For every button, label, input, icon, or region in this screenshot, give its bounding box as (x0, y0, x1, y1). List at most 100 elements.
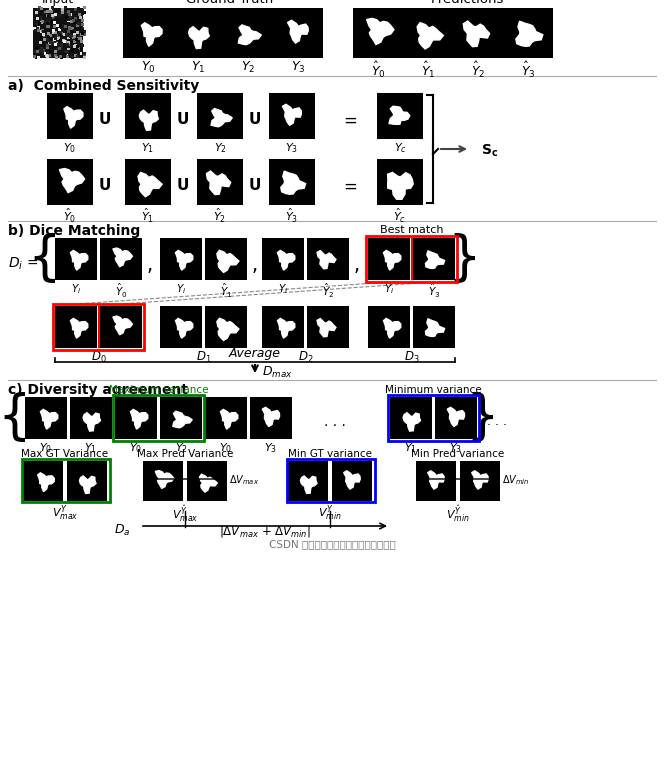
Bar (42, 33, 46, 36)
Bar (125, 159, 171, 205)
Text: $\hat{Y}_3$: $\hat{Y}_3$ (428, 282, 440, 300)
Text: $D_i$ =: $D_i$ = (8, 256, 39, 272)
Bar (66, 34, 69, 37)
Bar (53, 21, 56, 24)
Bar (74, 44, 77, 47)
Text: $D_3$: $D_3$ (404, 350, 419, 365)
Polygon shape (281, 171, 305, 194)
Bar (82, 55, 86, 58)
Bar (46, 11, 49, 14)
Bar (44, 11, 48, 14)
Bar (82, 32, 85, 35)
Bar (83, 53, 86, 56)
Bar (67, 19, 70, 22)
Bar (205, 238, 247, 280)
Text: =: = (343, 112, 357, 130)
Bar (46, 31, 50, 34)
Bar (67, 36, 70, 39)
Polygon shape (70, 318, 88, 338)
Bar (36, 27, 39, 30)
Bar (80, 33, 83, 35)
Polygon shape (83, 412, 100, 431)
Bar (75, 27, 78, 31)
Polygon shape (217, 250, 239, 272)
Text: $Y_0$: $Y_0$ (219, 441, 232, 455)
Text: $Y_2$: $Y_2$ (241, 60, 255, 75)
Bar (143, 461, 183, 501)
Polygon shape (463, 21, 489, 47)
Bar (42, 13, 46, 16)
Bar (67, 48, 70, 51)
Bar (70, 42, 72, 45)
Bar (69, 45, 72, 48)
Bar (50, 10, 52, 13)
Bar (54, 54, 57, 56)
Bar (33, 27, 37, 31)
Polygon shape (317, 251, 336, 269)
Bar (54, 42, 56, 45)
Bar (68, 26, 71, 29)
Bar (44, 23, 48, 25)
Text: {: { (0, 392, 31, 444)
Bar (72, 29, 76, 31)
Text: $\hat{Y}_1$: $\hat{Y}_1$ (220, 282, 232, 300)
Bar (39, 41, 42, 44)
Bar (73, 48, 76, 51)
Bar (58, 24, 62, 27)
Bar (64, 40, 67, 43)
Bar (43, 33, 46, 35)
Bar (403, 8, 453, 58)
Bar (42, 42, 45, 45)
Bar (39, 21, 41, 24)
Bar (74, 52, 77, 55)
Bar (77, 25, 80, 27)
Bar (41, 48, 43, 51)
Bar (54, 43, 56, 45)
Text: Input: Input (42, 0, 74, 6)
Text: $\hat{Y}_0$: $\hat{Y}_0$ (63, 207, 76, 225)
Bar (56, 37, 60, 40)
Bar (75, 28, 78, 31)
Bar (64, 6, 67, 9)
Bar (54, 14, 57, 17)
Bar (68, 14, 71, 17)
Text: $Y_i$: $Y_i$ (278, 282, 288, 296)
Bar (39, 49, 41, 53)
Bar (44, 29, 47, 32)
Bar (388, 395, 479, 441)
Bar (78, 22, 80, 25)
Bar (67, 18, 70, 21)
Polygon shape (300, 476, 317, 493)
Text: $|\Delta V_{max}$ + $\Delta V_{min}|$: $|\Delta V_{max}$ + $\Delta V_{min}|$ (219, 523, 311, 539)
Bar (41, 49, 44, 53)
Bar (47, 20, 50, 24)
Bar (68, 9, 70, 13)
Bar (377, 93, 423, 139)
Polygon shape (41, 409, 58, 429)
Bar (262, 306, 304, 348)
Bar (35, 56, 38, 59)
Bar (36, 22, 39, 25)
Polygon shape (383, 250, 401, 270)
Polygon shape (389, 106, 410, 125)
Text: $D_a$: $D_a$ (114, 523, 130, 538)
Bar (67, 461, 107, 501)
Bar (67, 40, 70, 43)
Bar (23, 461, 63, 501)
Bar (35, 12, 38, 15)
Bar (46, 38, 49, 41)
Polygon shape (60, 169, 84, 193)
Bar (46, 44, 48, 47)
Bar (197, 93, 243, 139)
Bar (76, 31, 79, 34)
Bar (48, 42, 51, 45)
Bar (54, 45, 58, 49)
Bar (44, 20, 47, 24)
Text: $D_{max}$: $D_{max}$ (262, 365, 292, 379)
Bar (205, 397, 247, 439)
Polygon shape (383, 318, 401, 338)
Text: $D_0$: $D_0$ (91, 350, 106, 365)
Bar (50, 13, 54, 16)
Bar (33, 8, 83, 58)
Bar (58, 33, 62, 36)
